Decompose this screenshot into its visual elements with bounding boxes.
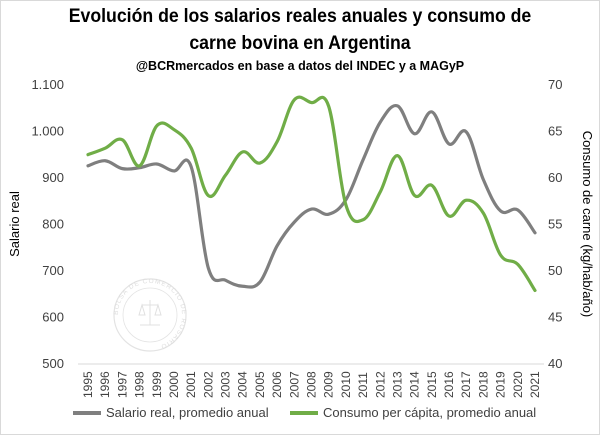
series-line-consumo-per-capita <box>86 95 537 293</box>
x-tick-label: 2010 <box>339 371 353 398</box>
legend-item-consumo: Consumo per cápita, promedio anual <box>290 405 536 420</box>
x-tick-label: 2008 <box>305 371 319 398</box>
y-axis-label-right: Consumo de carne (kg/hab/año) <box>580 131 595 317</box>
y-left-tick-label: 700 <box>42 263 64 278</box>
y-right-tick-label: 55 <box>548 217 562 232</box>
x-tick-label: 2003 <box>219 371 233 398</box>
x-tick-label: 1997 <box>115 371 129 398</box>
y-right-tick-label: 50 <box>548 263 562 278</box>
y-right-tick-label: 60 <box>548 170 562 185</box>
y-right-tick-label: 70 <box>548 77 562 92</box>
y-left-tick-label: 900 <box>42 170 64 185</box>
legend-label-salario: Salario real, promedio anual <box>106 405 269 420</box>
x-tick-label: 2016 <box>442 371 456 398</box>
x-tick-label: 1995 <box>81 371 95 398</box>
y-axis-label-left: Salario real <box>7 191 22 257</box>
x-tick-label: 2005 <box>253 371 267 398</box>
x-tick-label: 2004 <box>236 371 250 398</box>
x-tick-label: 2011 <box>356 372 370 398</box>
y-left-tick-label: 1.000 <box>31 124 64 139</box>
y-right-tick-label: 40 <box>548 356 562 371</box>
y-left-tick-label: 500 <box>42 356 64 371</box>
y-left-tick-label: 1.100 <box>31 77 64 92</box>
y-right-tick-label: 65 <box>548 124 562 139</box>
legend-swatch-consumo <box>290 410 318 415</box>
chart-subtitle: @BCRmercados en base a datos del INDEC y… <box>135 59 465 73</box>
legend-item-salario: Salario real, promedio anual <box>73 405 269 420</box>
x-tick-label: 2021 <box>528 371 542 398</box>
x-tick-label: 2017 <box>459 371 473 398</box>
x-tick-label: 2002 <box>201 371 215 398</box>
series-line-salario-real <box>86 103 537 289</box>
x-tick-label: 2018 <box>476 371 490 398</box>
chart-title-line-2: carne bovina en Argentina <box>189 33 411 54</box>
y-left-tick-label: 600 <box>42 310 64 325</box>
chart-legend: Salario real, promedio anual Consumo per… <box>0 405 600 427</box>
x-tick-label: 2007 <box>287 371 301 398</box>
x-tick-label: 2020 <box>511 371 525 398</box>
x-tick-label: 2014 <box>408 371 422 398</box>
legend-label-consumo: Consumo per cápita, promedio anual <box>323 405 537 420</box>
x-tick-label: 1996 <box>98 371 112 398</box>
x-tick-label: 2006 <box>270 371 284 398</box>
x-tick-label: 2001 <box>184 371 198 398</box>
x-tick-label: 2013 <box>390 371 404 398</box>
legend-swatch-salario <box>73 410 101 415</box>
y-right-tick-label: 45 <box>548 310 562 325</box>
y-left-tick-label: 800 <box>42 217 64 232</box>
x-tick-label: 1999 <box>150 371 164 398</box>
x-tick-label: 2015 <box>425 371 439 398</box>
chart-title-line-1: Evolución de los salarios reales anuales… <box>68 6 532 27</box>
watermark-logo: BOLSA DE COMERCIO DE ROSARIO <box>113 278 187 352</box>
x-tick-label: 2012 <box>373 371 387 398</box>
x-tick-label: 2000 <box>167 371 181 398</box>
x-tick-label: 1998 <box>133 371 147 398</box>
x-tick-label: 2009 <box>322 371 336 398</box>
x-tick-label: 2019 <box>494 371 508 398</box>
